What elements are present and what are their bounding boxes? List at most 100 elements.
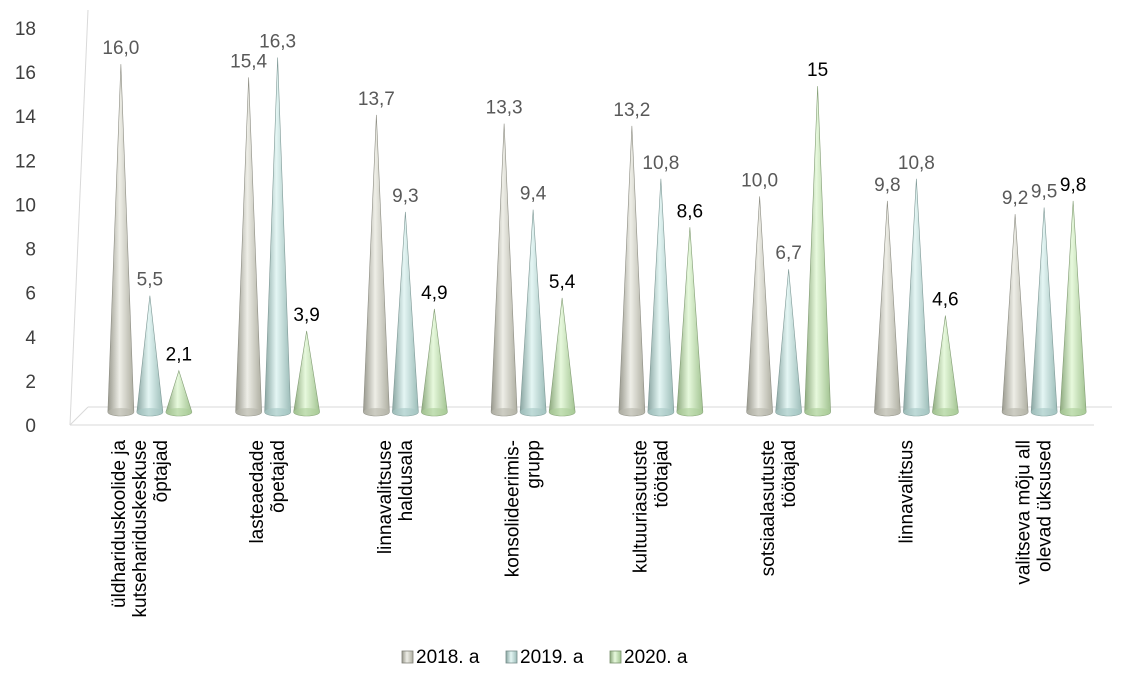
bar-base [804, 408, 831, 416]
bar-base [1002, 408, 1029, 416]
category-label-line: töötajad [779, 440, 800, 508]
bar-base [264, 408, 291, 416]
category-label-line: töötajad [651, 440, 672, 508]
y-tick-label: 16 [15, 63, 36, 84]
bar-base [293, 408, 320, 416]
y-tick-label: 10 [15, 195, 36, 216]
bar-base [165, 408, 192, 416]
data-label: 9,2 [1002, 188, 1028, 209]
data-label: 13,2 [613, 100, 650, 121]
y-tick-label: 18 [15, 19, 36, 40]
data-label: 15,4 [230, 51, 267, 72]
floor-edge [69, 406, 89, 426]
category-label-line: lasteaedade [247, 440, 268, 544]
bar-cone [647, 178, 675, 417]
category-label-line: olevad üksused [1035, 440, 1056, 572]
data-label: 9,3 [392, 186, 418, 207]
bar-cone [136, 295, 164, 417]
category-label-line: õpetajad [268, 440, 289, 513]
data-label: 10,0 [741, 170, 778, 191]
bar-cone [421, 308, 448, 417]
data-label: 4,9 [421, 283, 447, 304]
bar-cone [490, 123, 518, 417]
bar-cone [903, 178, 930, 417]
bar-cone [1001, 214, 1029, 417]
data-label: 9,5 [1031, 181, 1057, 202]
bar-cone [874, 200, 901, 417]
bar-cone [293, 330, 320, 417]
data-label: 5,4 [549, 272, 576, 293]
bar-base [363, 408, 390, 416]
bar-cone [676, 227, 704, 417]
y-tick-label: 8 [25, 240, 36, 261]
category-label-line: grupp [524, 440, 545, 489]
bar-base [746, 408, 773, 416]
legend-swatch [401, 650, 414, 664]
data-label: 10,8 [898, 153, 935, 174]
bar-cone [264, 57, 291, 417]
data-label: 9,8 [874, 175, 900, 196]
category-label: üldhariduskoolide ja kutsehariduskeskuse õ… [109, 440, 172, 618]
bar-base [932, 408, 959, 416]
y-axis-line [69, 9, 89, 426]
data-label: 16,0 [102, 38, 139, 59]
data-label: 10,8 [642, 153, 679, 174]
legend-item: 2019. a [505, 647, 584, 668]
category-label: sotsiaalasutuste töötajad [758, 440, 800, 576]
y-tick-label: 4 [25, 328, 36, 349]
data-label: 15 [807, 60, 828, 81]
legend-swatch [609, 650, 622, 664]
bar-base [235, 408, 262, 416]
bar-base [1060, 408, 1087, 416]
category-label-line: haldusala [396, 440, 417, 522]
bar-cone [775, 269, 802, 417]
category-label-line: kultuuriasutuste [630, 440, 651, 573]
bar-cone [746, 196, 773, 417]
category-label-line: valitseva mõju all [1014, 440, 1035, 585]
bar-base [676, 408, 703, 416]
bar-base [874, 408, 901, 416]
legend-label: 2020. a [624, 647, 688, 668]
bar-base [647, 408, 674, 416]
y-tick-label: 2 [25, 372, 36, 393]
bar-base [1031, 408, 1058, 416]
y-tick-label: 0 [25, 416, 36, 437]
legend-swatch [505, 650, 518, 664]
bar-base [775, 408, 802, 416]
bar-cone [1059, 200, 1087, 417]
bar-base [903, 408, 930, 416]
category-label-line: linnavalitsuse [375, 440, 396, 554]
bar-cone [392, 211, 419, 417]
data-label: 13,7 [358, 89, 395, 110]
bar-cone [1030, 207, 1058, 417]
data-label: 9,4 [520, 184, 547, 205]
y-tick-label: 12 [15, 151, 36, 172]
category-label-line: õptajad [151, 440, 172, 502]
bar-cone [107, 64, 135, 417]
bar-cone [519, 209, 547, 417]
legend-label: 2019. a [520, 647, 584, 668]
bar-base [107, 408, 134, 416]
bar-base [549, 408, 576, 416]
category-label-line: linnavalitsus [896, 440, 917, 544]
category-label-line: üldhariduskoolide ja [109, 440, 130, 608]
y-tick-label: 6 [25, 284, 36, 305]
category-label: linnavalitsus [896, 440, 917, 544]
bar-base [136, 408, 163, 416]
category-label: linnavalitsuse haldusala [375, 440, 417, 555]
category-label: valitseva mõju all olevad üksused [1014, 440, 1056, 585]
category-label-line: sotsiaalasutuste [758, 440, 779, 576]
data-label: 13,3 [486, 98, 523, 119]
bar-cone [618, 125, 646, 417]
data-label: 6,7 [775, 243, 801, 264]
data-label: 5,5 [137, 270, 163, 291]
bar-base [491, 408, 518, 416]
legend-item: 2018. a [401, 647, 480, 668]
data-label: 4,6 [932, 290, 958, 311]
data-label: 2,1 [166, 345, 192, 366]
category-label: kultuuriasutuste töötajad [630, 440, 672, 573]
bar-base [618, 408, 645, 416]
bar-cone [804, 86, 831, 417]
category-label: konsolideerimis-grupp [503, 440, 545, 577]
